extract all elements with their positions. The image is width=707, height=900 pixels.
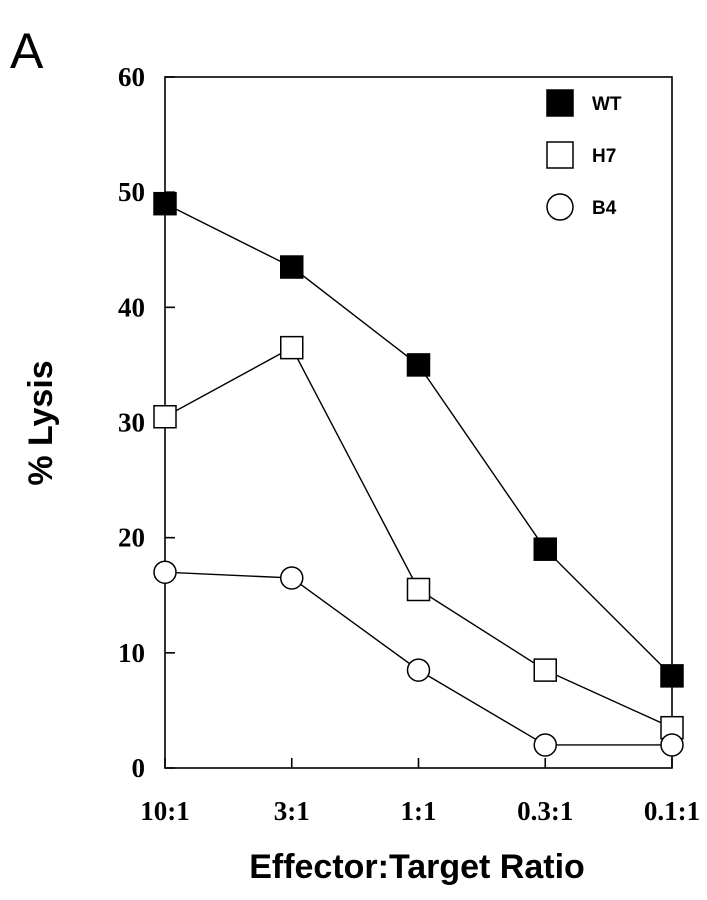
- y-tick-label-0: 0: [132, 753, 146, 783]
- y-axis-title: % Lysis: [22, 360, 60, 485]
- point-WT-1: [280, 255, 304, 279]
- point-WT-0: [153, 191, 177, 216]
- legend-marker-H7: [546, 141, 574, 169]
- point-B4-4: [660, 733, 684, 757]
- point-B4-3: [533, 733, 557, 757]
- x-axis-title: Effector:Target Ratio: [249, 848, 585, 886]
- y-tick-label-50: 50: [118, 177, 145, 207]
- y-tick-label-60: 60: [118, 62, 145, 92]
- x-tick-label-3: 0.3:1: [517, 796, 573, 826]
- point-B4-0: [153, 560, 177, 584]
- y-tick-label-30: 30: [118, 408, 145, 438]
- point-H7-1: [280, 335, 304, 360]
- x-tick-label-4: 0.1:1: [644, 796, 700, 826]
- point-WT-4: [660, 664, 684, 688]
- legend-marker-WT: [546, 89, 574, 117]
- point-WT-3: [533, 537, 557, 561]
- y-tick-label-20: 20: [118, 523, 145, 553]
- point-H7-2: [406, 577, 431, 602]
- legend-marker-B4: [546, 193, 574, 221]
- panel-label: A: [10, 23, 44, 79]
- point-B4-1: [280, 566, 304, 590]
- legend-label-H7: H7: [592, 146, 616, 167]
- plot-area: 0 10 20 30 40 50 60 10:1 3:1 1:1 0.3:1 0.1:1 WT H7 B4: [118, 62, 700, 826]
- point-B4-2: [406, 658, 431, 682]
- series-line-WT: [164, 203, 673, 677]
- legend-label-WT: WT: [592, 94, 622, 115]
- point-H7-3: [533, 658, 557, 682]
- point-H7-0: [153, 404, 177, 429]
- legend-label-B4: B4: [592, 198, 617, 219]
- x-tick-label-2: 1:1: [401, 796, 437, 826]
- point-WT-2: [406, 353, 431, 377]
- y-tick-label-10: 10: [118, 638, 145, 668]
- y-tick-label-40: 40: [118, 292, 145, 322]
- x-tick-label-1: 3:1: [274, 796, 310, 826]
- x-tick-label-0: 10:1: [140, 796, 190, 826]
